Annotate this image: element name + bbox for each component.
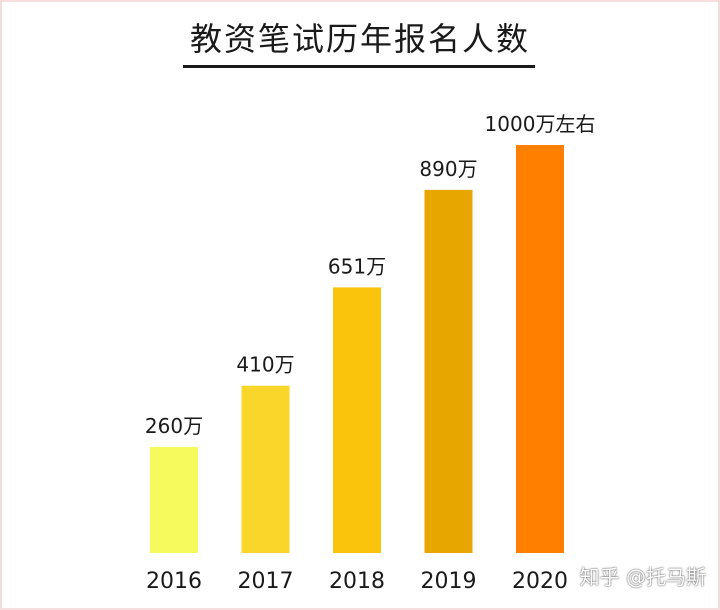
x-tick-label-2017: 2017 bbox=[238, 569, 294, 594]
value-label-2020: 1000万左右 bbox=[485, 112, 596, 136]
value-label-2019: 890万 bbox=[419, 157, 477, 181]
x-tick-label-2019: 2019 bbox=[421, 569, 477, 594]
bar-2018 bbox=[333, 287, 381, 553]
x-tick-label-2020: 2020 bbox=[512, 569, 568, 594]
value-label-2018: 651万 bbox=[328, 254, 386, 278]
bar-2016 bbox=[150, 446, 198, 553]
value-label-2017: 410万 bbox=[236, 353, 294, 377]
bar-2019 bbox=[424, 189, 473, 553]
bar-2020 bbox=[516, 145, 564, 553]
x-tick-label-2018: 2018 bbox=[329, 569, 385, 594]
watermark: 知乎 @托马斯 bbox=[579, 565, 706, 589]
title-underline bbox=[183, 65, 535, 68]
chart-title: 教资笔试历年报名人数 bbox=[189, 20, 530, 58]
bar-2017 bbox=[241, 385, 290, 553]
value-label-2016: 260万 bbox=[145, 414, 203, 438]
x-tick-label-2016: 2016 bbox=[146, 569, 202, 594]
